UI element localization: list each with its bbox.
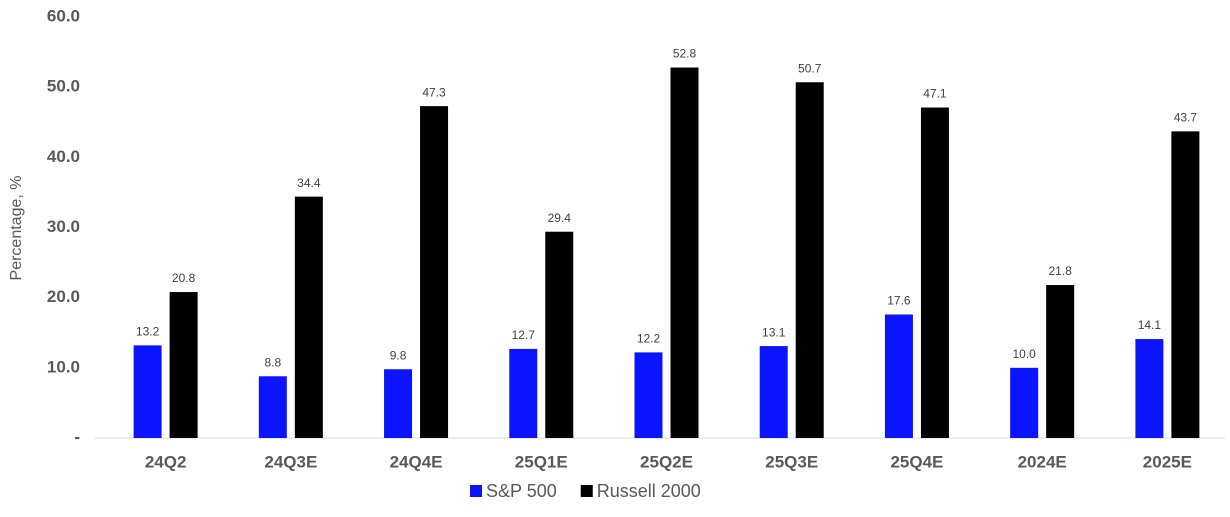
y-tick-label: 30.0 (47, 217, 80, 236)
bar (670, 67, 699, 439)
data-label: 13.1 (762, 325, 786, 339)
bar (384, 369, 413, 438)
bar (920, 107, 949, 438)
data-label: 52.8 (673, 47, 697, 61)
data-label: 34.4 (297, 176, 321, 190)
bar (509, 348, 538, 438)
y-axis-label: Percentage, % (8, 176, 25, 281)
data-label: 14.1 (1138, 318, 1162, 332)
x-tick-label: 2025E (1143, 452, 1192, 471)
bar (1171, 131, 1200, 438)
bar (1010, 367, 1039, 438)
legend-label: S&P 500 (486, 481, 557, 501)
legend-label: Russell 2000 (597, 481, 701, 501)
data-label: 43.7 (1174, 111, 1198, 125)
x-tick-label: 24Q3E (264, 452, 317, 471)
y-tick-label: - (74, 427, 80, 446)
data-label: 47.3 (422, 85, 446, 99)
data-label: 17.6 (887, 294, 911, 308)
data-label: 21.8 (1048, 264, 1072, 278)
data-label: 10.0 (1012, 347, 1036, 361)
x-tick-label: 2024E (1018, 452, 1067, 471)
data-label: 50.7 (798, 61, 822, 75)
x-tick-label: 24Q4E (390, 452, 443, 471)
bar (294, 196, 323, 438)
x-tick-label: 25Q4E (890, 452, 943, 471)
bar (1135, 339, 1164, 438)
y-tick-label: 60.0 (47, 6, 80, 25)
x-tick-label: 24Q2 (145, 452, 187, 471)
data-label: 12.2 (637, 332, 661, 346)
legend-swatch (470, 485, 482, 497)
x-tick-label: 25Q2E (640, 452, 693, 471)
data-label: 47.1 (923, 87, 947, 101)
bar (884, 314, 913, 438)
x-tick-label: 25Q3E (765, 452, 818, 471)
data-label: 8.8 (264, 355, 281, 369)
bar (545, 231, 574, 438)
y-tick-label: 20.0 (47, 287, 80, 306)
y-tick-label: 10.0 (47, 357, 80, 376)
x-tick-label: 25Q1E (515, 452, 568, 471)
data-label: 12.7 (512, 328, 536, 342)
data-label: 20.8 (172, 271, 196, 285)
bar (1046, 285, 1075, 438)
bar (759, 346, 788, 438)
data-label: 13.2 (136, 325, 160, 339)
bar (169, 292, 198, 438)
data-label: 9.8 (390, 348, 407, 362)
legend-swatch (580, 485, 593, 497)
bar (795, 82, 824, 438)
bar (258, 376, 287, 438)
y-tick-label: 50.0 (47, 77, 80, 96)
bar (420, 106, 449, 438)
data-label: 29.4 (548, 211, 572, 225)
bar (133, 345, 162, 438)
bar (634, 352, 663, 438)
y-tick-label: 40.0 (47, 147, 80, 166)
